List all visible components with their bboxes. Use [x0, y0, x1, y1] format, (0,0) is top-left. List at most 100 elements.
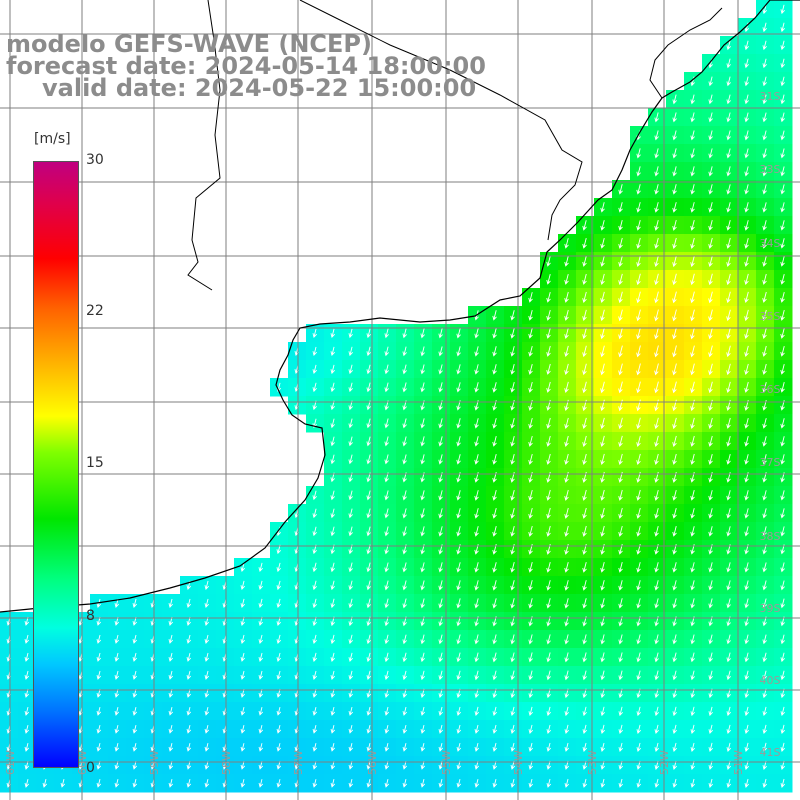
wind-arrow: [600, 417, 605, 430]
wind-arrow: [564, 453, 569, 465]
wind-arrow: [600, 652, 605, 663]
wind-arrow: [690, 634, 695, 645]
model-title: modelo GEFS-WAVE (NCEP): [6, 30, 372, 58]
wind-arrow: [582, 489, 587, 501]
wind-arrow: [654, 580, 659, 591]
wind-arrow: [654, 148, 659, 159]
wind-arrow: [762, 436, 767, 447]
wind-arrow: [546, 670, 551, 681]
wind-arrow: [636, 291, 641, 304]
wind-arrow: [780, 256, 785, 267]
wind-arrow: [528, 417, 533, 429]
wind-arrow: [420, 508, 425, 519]
wind-arrow: [114, 652, 120, 662]
wind-arrow: [672, 706, 677, 717]
wind-arrow: [510, 598, 515, 609]
wind-arrow: [204, 743, 210, 752]
wind-arrow: [240, 725, 246, 734]
wind-arrow: [690, 778, 696, 788]
wind-arrow: [726, 202, 731, 213]
wind-arrow: [618, 706, 623, 717]
wind-arrow: [258, 706, 264, 716]
wind-arrow: [654, 255, 659, 268]
wind-arrow: [762, 76, 767, 87]
wind-arrow: [366, 779, 372, 788]
wind-arrow: [330, 562, 335, 573]
wind-arrow: [780, 778, 786, 788]
wind-arrow: [204, 634, 210, 644]
wind-arrow: [726, 742, 732, 752]
wind-arrow: [744, 598, 749, 609]
wind-arrow: [420, 562, 425, 573]
wind-arrow: [780, 94, 785, 105]
wind-arrow: [438, 328, 443, 339]
wind-arrow: [546, 435, 551, 447]
wind-arrow: [708, 453, 713, 465]
wind-arrow: [528, 724, 534, 734]
wind-arrow: [654, 562, 659, 573]
wind-arrow: [438, 508, 443, 519]
wind-arrow: [726, 148, 731, 159]
wind-arrow: [564, 363, 569, 376]
wind-arrow: [24, 724, 30, 734]
wind-arrow: [402, 382, 407, 393]
wind-arrow: [582, 220, 587, 231]
wind-arrow: [762, 652, 767, 663]
wind-arrow: [780, 490, 785, 501]
wind-arrow: [726, 435, 731, 447]
wind-arrow: [708, 130, 713, 141]
wind-arrow: [366, 743, 372, 752]
wind-arrow: [384, 724, 390, 734]
wind-arrow: [348, 725, 354, 734]
wind-arrow: [762, 508, 767, 519]
wind-arrow: [330, 328, 336, 339]
wind-arrow: [654, 112, 659, 123]
wind-arrow: [276, 670, 282, 680]
wind-arrow: [528, 310, 533, 321]
wind-arrow: [42, 778, 48, 788]
wind-arrow: [690, 94, 695, 105]
wind-arrow: [132, 743, 138, 752]
wind-arrow: [96, 634, 102, 644]
wind-arrow: [690, 148, 695, 159]
wind-arrow: [456, 724, 462, 734]
wind-arrow: [492, 490, 497, 501]
wind-arrow: [366, 418, 371, 429]
wind-arrow: [456, 436, 461, 447]
wind-arrow: [240, 779, 246, 788]
wind-arrow: [510, 346, 515, 357]
wind-arrow: [402, 598, 407, 609]
wind-arrow: [546, 580, 551, 591]
wind-arrow: [780, 418, 785, 429]
wind-arrow: [402, 436, 407, 447]
wind-arrow: [510, 310, 515, 321]
wind-arrow: [492, 526, 497, 537]
wind-arrow: [672, 634, 677, 645]
wind-arrow: [672, 453, 677, 465]
wind-arrow: [672, 417, 677, 430]
wind-arrow: [546, 489, 551, 501]
wind-arrow: [474, 706, 480, 716]
wind-arrow: [582, 435, 587, 447]
wind-arrow: [564, 327, 569, 339]
wind-arrow: [384, 562, 389, 573]
lat-label: 37S: [760, 456, 781, 469]
wind-arrow: [654, 453, 659, 465]
wind-arrow: [582, 670, 587, 681]
wind-arrow: [636, 381, 641, 394]
wind-arrow: [672, 327, 677, 340]
wind-arrow: [366, 364, 371, 375]
wind-arrow: [744, 255, 749, 267]
wind-arrow: [780, 130, 785, 141]
wind-arrow: [726, 706, 731, 717]
wind-arrow: [366, 382, 371, 393]
wind-arrow: [780, 274, 785, 285]
wind-arrow: [24, 778, 30, 788]
wind-arrow: [510, 562, 515, 573]
wind-arrow: [762, 742, 768, 752]
wind-arrow: [276, 562, 281, 573]
wind-arrow: [366, 652, 371, 663]
wind-arrow: [600, 634, 605, 645]
wind-arrow: [114, 779, 120, 788]
